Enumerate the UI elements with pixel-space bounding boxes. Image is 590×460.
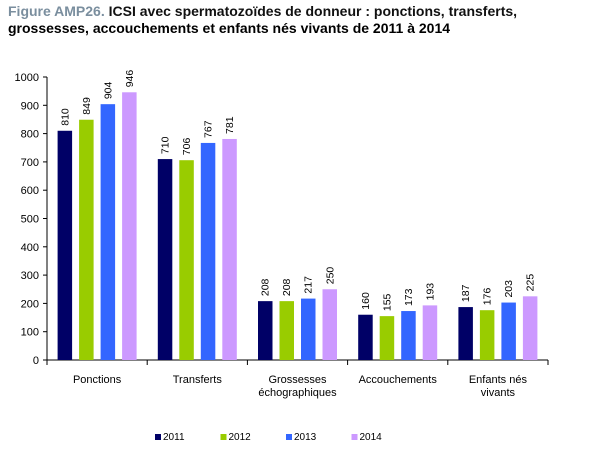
category-label: Grossesses échographiques: [258, 374, 337, 399]
y-tick-label: 600: [21, 185, 39, 197]
category-label: Accouchements: [359, 374, 438, 386]
figure-title-line-1: ICSI avec spermatozoïdes de donneur : po…: [108, 3, 518, 19]
bar-2013: [401, 311, 416, 360]
legend-swatch-2013: [286, 434, 292, 440]
bar-value-label: 250: [324, 267, 336, 285]
chart-axes: 0 100 200 300 400 500 600 700 800 900 1000 Ponction…: [15, 72, 549, 399]
legend-label: 2012: [229, 432, 252, 443]
bar-2013: [200, 142, 216, 360]
bar-value-label: 173: [403, 288, 415, 306]
legend-label: 2011: [163, 432, 185, 443]
bar-2013: [100, 104, 116, 360]
bar-2011: [458, 307, 473, 360]
y-tick-label: 700: [21, 157, 39, 169]
bar-2012: [379, 316, 395, 360]
y-tick-label: 300: [21, 270, 39, 282]
legend-label: 2013: [294, 432, 317, 443]
bar-2011: [358, 314, 373, 360]
y-tick-label: 500: [21, 214, 39, 226]
bar-value-label: 203: [503, 280, 515, 298]
bar-2013: [501, 302, 516, 360]
bar-2012: [479, 310, 495, 360]
bar-2013: [301, 298, 316, 360]
bar-2012: [79, 119, 94, 360]
figure-title-line-2: grossesses, accouchements et enfants nés…: [8, 20, 451, 36]
legend-swatch-2011: [155, 434, 161, 440]
bar-value-label: 193: [424, 283, 436, 301]
bar-value-label: 187: [460, 284, 472, 302]
bar-value-label: 710: [160, 136, 172, 154]
bar-2014: [222, 138, 237, 360]
chart-bars: [57, 92, 538, 361]
y-tick-label: 0: [33, 355, 39, 367]
bar-value-label: 810: [59, 108, 71, 126]
chart-legend: 2011 2012 2013 2014: [155, 432, 382, 443]
legend-label: 2014: [360, 432, 383, 443]
y-tick-label: 200: [21, 298, 39, 310]
bar-value-label: 217: [303, 276, 315, 294]
bar-value-label: 946: [124, 70, 136, 88]
bar-2012: [179, 160, 194, 360]
bar-value-label: 767: [203, 120, 215, 138]
chart-title: Figure AMP26. ICSI avec spermatozoïdes d…: [8, 3, 583, 37]
chart-value-labels: 810 849 904 946 710 706 767 781 208 208 217 250 160 1…: [59, 70, 536, 312]
bar-value-label: 781: [224, 116, 236, 134]
legend-swatch-2012: [220, 434, 227, 440]
y-tick-label: 100: [21, 327, 39, 339]
category-label: Enfants nés vivants: [469, 374, 528, 399]
bar-value-label: 706: [181, 138, 193, 156]
bar-2014: [322, 289, 337, 360]
bar-value-label: 160: [360, 292, 372, 310]
bar-2011: [157, 159, 173, 360]
bar-value-label: 904: [102, 81, 114, 99]
figure-number: Figure AMP26.: [8, 3, 105, 19]
y-tick-label: 800: [21, 129, 39, 141]
bar-2011: [57, 130, 73, 360]
category-label: Transferts: [173, 374, 223, 386]
bar-value-label: 849: [81, 97, 93, 115]
legend-swatch-2014: [351, 434, 358, 440]
bar-value-label: 225: [525, 274, 537, 292]
bar-value-label: 208: [281, 278, 293, 296]
bar-value-label: 155: [381, 293, 393, 311]
bar-value-label: 176: [482, 288, 494, 306]
bar-2014: [122, 92, 137, 361]
bar-2012: [279, 301, 294, 360]
bar-2011: [258, 301, 273, 360]
y-tick-label: 1000: [15, 72, 39, 84]
bar-value-label: 208: [260, 278, 272, 296]
y-tick-label: 900: [21, 100, 39, 112]
bar-2014: [422, 305, 438, 360]
bar-2014: [522, 296, 538, 360]
y-tick-label: 400: [21, 242, 39, 254]
category-label: Ponctions: [73, 374, 122, 386]
